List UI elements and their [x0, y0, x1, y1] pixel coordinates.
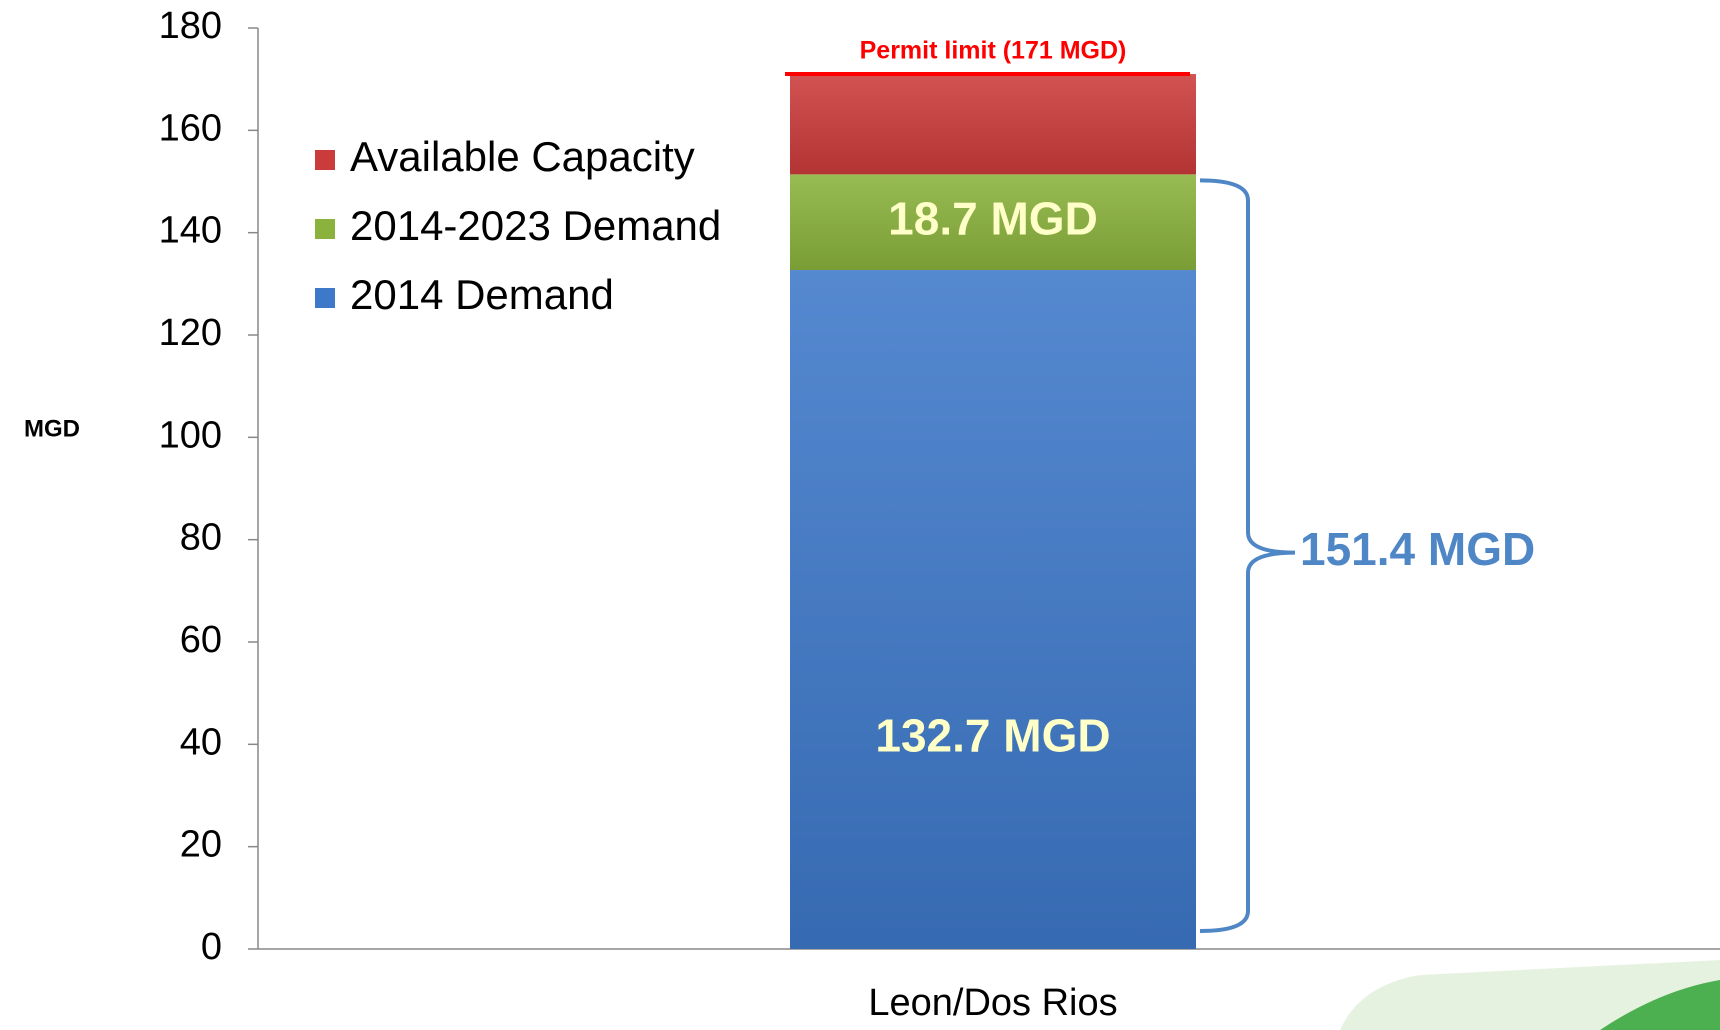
- logo-decoration: [1340, 960, 1720, 1030]
- permit-limit-label: Permit limit (171 MGD): [860, 37, 1127, 65]
- legend-swatch: [315, 150, 335, 170]
- y-tick-label: 0: [201, 926, 222, 968]
- y-tick-label: 160: [159, 107, 222, 149]
- value-label: 132.7 MGD: [875, 709, 1110, 761]
- bar-shade: [790, 174, 1196, 271]
- y-tick-label: 140: [159, 210, 222, 252]
- legend-label: 2014 Demand: [350, 271, 614, 318]
- legend-swatch: [315, 219, 335, 239]
- legend-label: 2014-2023 Demand: [350, 202, 721, 249]
- y-axis-label: MGD: [24, 415, 80, 442]
- logo-decoration: [1600, 980, 1720, 1030]
- bracket-label: 151.4 MGD: [1300, 523, 1535, 575]
- y-tick-label: 80: [180, 517, 222, 559]
- legend-label: Available Capacity: [350, 133, 695, 180]
- y-tick-label: 120: [159, 312, 222, 354]
- bar-shade: [790, 270, 1196, 950]
- y-tick-label: 40: [180, 721, 222, 763]
- legend-swatch: [315, 288, 335, 308]
- bracket: [1199, 178, 1296, 933]
- y-tick-label: 20: [180, 824, 222, 866]
- y-tick-label: 180: [159, 5, 222, 47]
- y-tick-label: 60: [180, 619, 222, 661]
- bar-shade: [790, 74, 1196, 175]
- value-label: 18.7 MGD: [888, 192, 1098, 244]
- y-tick-label: 100: [159, 414, 222, 456]
- x-tick-label: Leon/Dos Rios: [868, 982, 1117, 1024]
